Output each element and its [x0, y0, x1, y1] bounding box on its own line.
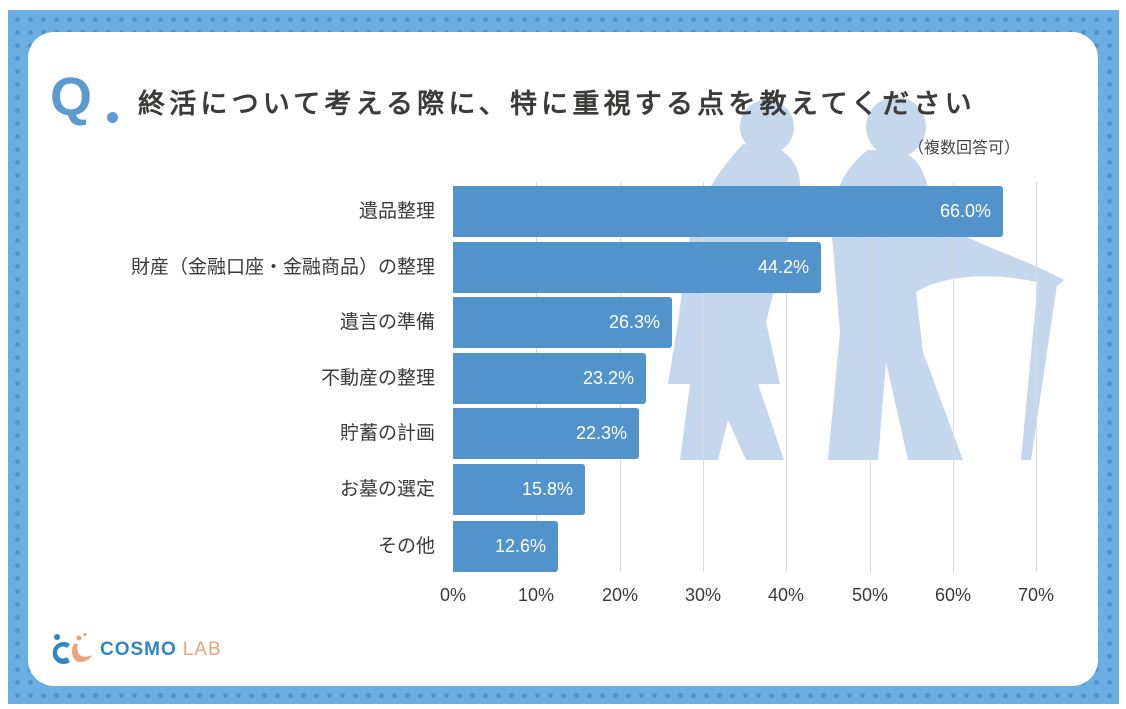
bar: 22.3%: [453, 408, 639, 459]
bar: 23.2%: [453, 353, 646, 404]
bar: 66.0%: [453, 186, 1003, 237]
bar-row: 遺品整理 66.0%: [28, 186, 1098, 237]
bar-row: 不動産の整理 23.2%: [28, 353, 1098, 404]
category-label: その他: [377, 535, 435, 557]
chart-card: Q 終活について考える際に、特に重視する点を教えてください （複数回答可） 遺品…: [28, 32, 1098, 686]
gridline-40: [786, 182, 787, 572]
x-tick-label: 0%: [439, 585, 467, 605]
q-mark: Q: [50, 67, 93, 127]
x-tick-label: 10%: [517, 585, 555, 605]
x-tick-label: 50%: [851, 585, 889, 605]
bar-value-label: 23.2%: [582, 368, 634, 388]
gridline-50: [870, 182, 871, 572]
x-tick-label: 20%: [601, 585, 639, 605]
x-tick-label: 30%: [684, 585, 722, 605]
gridline-70: [1036, 182, 1037, 572]
bar-value-label: 66.0%: [939, 201, 991, 221]
bar-value-label: 22.3%: [575, 423, 627, 443]
category-label: 貯蓄の計画: [339, 422, 435, 444]
category-label: 遺言の準備: [339, 311, 435, 333]
category-label: 財産（金融口座・金融商品）の整理: [130, 256, 435, 278]
cosmo-lab-logo: COSMO LAB: [48, 632, 228, 666]
category-label: 遺品整理: [358, 200, 435, 222]
logo-primary: COSMO: [100, 639, 177, 660]
bar-row: 遺言の準備 26.3%: [28, 297, 1098, 348]
category-label: 不動産の整理: [320, 367, 435, 389]
bar-value-label: 15.8%: [521, 479, 573, 499]
bar-value-label: 44.2%: [757, 257, 809, 277]
q-dot-icon: [107, 112, 118, 123]
logo-secondary: LAB: [182, 639, 222, 660]
x-tick-label: 70%: [1017, 585, 1055, 605]
cosmo-lab-logo-icon: [52, 632, 92, 664]
x-tick-label: 40%: [767, 585, 805, 605]
bar-row: その他 12.6%: [28, 521, 1098, 572]
category-label: お墓の選定: [339, 478, 435, 500]
bar-value-label: 12.6%: [494, 536, 546, 556]
gridline-60: [953, 182, 954, 572]
bar: 15.8%: [453, 464, 585, 515]
logo-text: COSMO LAB: [100, 639, 222, 661]
bar-row: 財産（金融口座・金融商品）の整理 44.2%: [28, 242, 1098, 293]
chart-title: 終活について考える際に、特に重視する点を教えてください: [138, 89, 976, 120]
bar-value-label: 26.3%: [608, 312, 660, 332]
bar: 26.3%: [453, 297, 672, 348]
x-tick-label: 60%: [934, 585, 972, 605]
bar-row: 貯蓄の計画 22.3%: [28, 408, 1098, 459]
bar: 12.6%: [453, 521, 558, 572]
multiple-answer-note: （複数回答可）: [908, 138, 1021, 157]
bar-row: お墓の選定 15.8%: [28, 464, 1098, 515]
gridline-30: [703, 182, 704, 572]
bar: 44.2%: [453, 242, 821, 293]
